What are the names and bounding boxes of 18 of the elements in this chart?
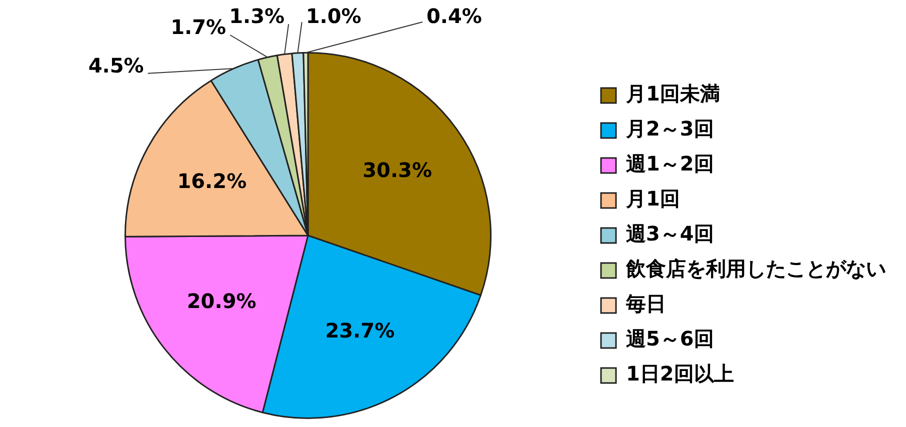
- data-label: 20.9%: [186, 289, 256, 314]
- data-label: 30.3%: [362, 158, 432, 182]
- data-label: 1.0%: [306, 4, 362, 28]
- legend-label: 週5～6回: [625, 326, 714, 351]
- legend-label: 週1～2回: [625, 152, 714, 176]
- legend-label: 月1回未満: [625, 82, 720, 106]
- data-label: 1.7%: [170, 15, 226, 40]
- data-label: 16.2%: [177, 168, 247, 193]
- legend-label: 1日2回以上: [626, 362, 734, 386]
- legend-label: 毎日: [625, 292, 666, 316]
- data-label: 1.3%: [229, 4, 285, 28]
- data-label: 0.4%: [426, 4, 482, 28]
- data-label: 4.5%: [88, 54, 144, 78]
- data-label: 23.7%: [325, 318, 395, 342]
- legend-label: 週3～4回: [625, 222, 714, 246]
- legend-label: 月1回: [625, 186, 680, 211]
- legend-label: 月2～3回: [625, 116, 714, 141]
- legend-label: 飲食店を利用したことがない: [625, 256, 886, 281]
